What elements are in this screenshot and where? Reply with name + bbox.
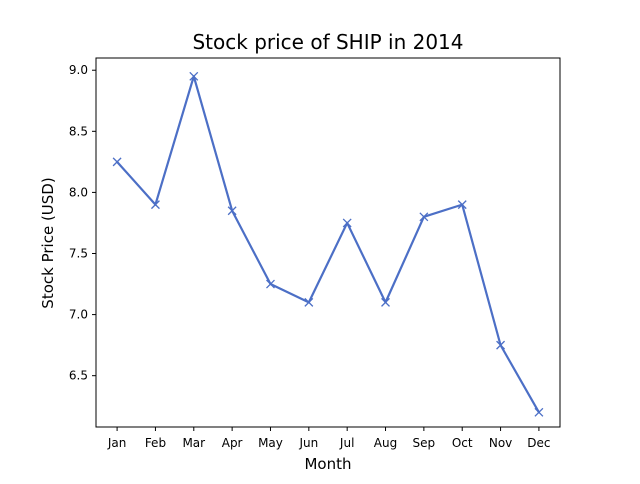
data-point-marker: [419, 212, 429, 222]
x-tick-label: Dec: [527, 436, 550, 450]
series-layer: [112, 71, 544, 417]
x-tick-label: Apr: [222, 436, 243, 450]
y-tick-label: 8.5: [69, 124, 88, 138]
x-tick-label: Oct: [452, 436, 473, 450]
x-tick-label: Feb: [145, 436, 166, 450]
x-tick-label: Mar: [182, 436, 205, 450]
y-tick-label: 7.5: [69, 246, 88, 260]
y-tick-label: 8.0: [69, 185, 88, 199]
x-tick-label: Aug: [374, 436, 397, 450]
x-tick-label: Sep: [413, 436, 436, 450]
y-axis-label: Stock Price (USD): [39, 177, 57, 308]
x-tick-label: May: [258, 436, 283, 450]
data-point-marker: [227, 206, 237, 216]
data-point-marker: [304, 297, 314, 307]
data-point-marker: [189, 71, 199, 81]
y-axis-ticks: 6.5 7.0 7.5 8.0 8.5 9.0: [69, 63, 96, 383]
plot-area: [95, 57, 561, 428]
y-tick-label: 7.0: [69, 308, 88, 322]
data-point-marker: [342, 218, 352, 228]
data-point-marker: [496, 340, 506, 350]
data-point-marker: [150, 200, 160, 210]
x-axis-ticks: Jan Feb Mar Apr May Jun Jul Aug Sep Oct Nov Dec: [107, 427, 551, 450]
data-point-marker: [381, 297, 390, 307]
data-point-marker: [457, 200, 467, 210]
chart-title: Stock price of SHIP in 2014: [192, 30, 463, 54]
x-tick-label: Nov: [489, 436, 512, 450]
series-line: [115, 75, 541, 414]
data-point-marker: [266, 279, 275, 289]
y-tick-label: 6.5: [69, 369, 88, 383]
y-tick-label: 9.0: [69, 63, 88, 77]
x-tick-label: Jun: [298, 436, 318, 450]
x-tick-label: Jan: [107, 436, 127, 450]
data-point-marker: [534, 407, 544, 417]
x-tick-label: Jul: [339, 436, 354, 450]
x-axis-label: Month: [304, 455, 351, 473]
data-point-marker: [112, 157, 122, 167]
